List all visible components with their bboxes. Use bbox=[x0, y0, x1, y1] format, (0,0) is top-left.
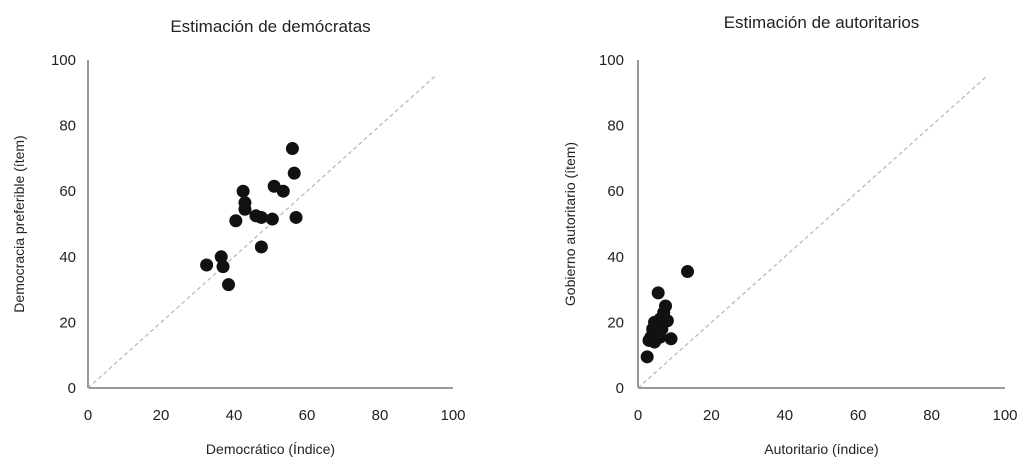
data-point bbox=[287, 166, 301, 180]
data-point bbox=[664, 332, 678, 346]
data-point bbox=[659, 299, 673, 313]
data-point bbox=[216, 260, 230, 274]
y-tick-label: 40 bbox=[607, 249, 624, 266]
y-axis-label: Democracia preferible (ítem) bbox=[11, 135, 27, 312]
y-tick-label: 20 bbox=[59, 314, 76, 331]
data-point bbox=[640, 350, 654, 364]
reference-line bbox=[637, 75, 988, 389]
x-axis-label: Democrático (Índice) bbox=[206, 441, 335, 457]
y-tick-label: 20 bbox=[607, 314, 624, 331]
y-tick-label: 60 bbox=[607, 183, 624, 200]
chart-title: Estimación de demócratas bbox=[170, 17, 370, 36]
data-point bbox=[651, 286, 665, 300]
x-tick-label: 0 bbox=[84, 407, 92, 424]
data-point bbox=[289, 210, 303, 224]
x-tick-label: 20 bbox=[703, 407, 720, 424]
data-point bbox=[238, 202, 252, 216]
data-point bbox=[276, 184, 290, 198]
panel-autoritarios: Estimación de autoritarios Autoritario (… bbox=[562, 13, 1018, 457]
y-tick-label: 40 bbox=[59, 249, 76, 266]
y-tick-label: 100 bbox=[599, 52, 624, 69]
data-point bbox=[200, 258, 214, 272]
data-point bbox=[229, 214, 243, 228]
data-point bbox=[681, 265, 695, 279]
data-point bbox=[265, 212, 279, 226]
reference-line bbox=[87, 75, 436, 389]
y-tick-label: 60 bbox=[59, 183, 76, 200]
y-tick-label: 100 bbox=[51, 52, 76, 69]
data-point bbox=[236, 184, 250, 198]
y-axis-label: Gobierno autoritario (ítem) bbox=[562, 142, 578, 306]
data-point bbox=[214, 250, 228, 264]
data-point bbox=[660, 314, 674, 328]
y-tick-label: 80 bbox=[59, 118, 76, 135]
x-tick-label: 40 bbox=[226, 407, 243, 424]
data-point bbox=[285, 142, 299, 156]
x-tick-label: 60 bbox=[299, 407, 316, 424]
panel-demócratas: Estimación de demócratas Democrático (Ín… bbox=[11, 17, 466, 457]
x-tick-label: 20 bbox=[153, 407, 170, 424]
y-tick-label: 0 bbox=[68, 380, 76, 397]
data-point bbox=[222, 278, 236, 292]
x-tick-label: 80 bbox=[372, 407, 389, 424]
y-tick-label: 80 bbox=[607, 118, 624, 135]
y-tick-label: 0 bbox=[616, 380, 624, 397]
x-tick-label: 80 bbox=[923, 407, 940, 424]
x-tick-label: 0 bbox=[634, 407, 642, 424]
x-tick-label: 40 bbox=[776, 407, 793, 424]
x-axis-label: Autoritario (índice) bbox=[764, 441, 878, 457]
chart-title: Estimación de autoritarios bbox=[724, 13, 920, 32]
x-tick-label: 100 bbox=[992, 407, 1017, 424]
x-tick-label: 100 bbox=[440, 407, 465, 424]
x-tick-label: 60 bbox=[850, 407, 867, 424]
data-point bbox=[254, 210, 268, 224]
data-point bbox=[254, 240, 268, 254]
